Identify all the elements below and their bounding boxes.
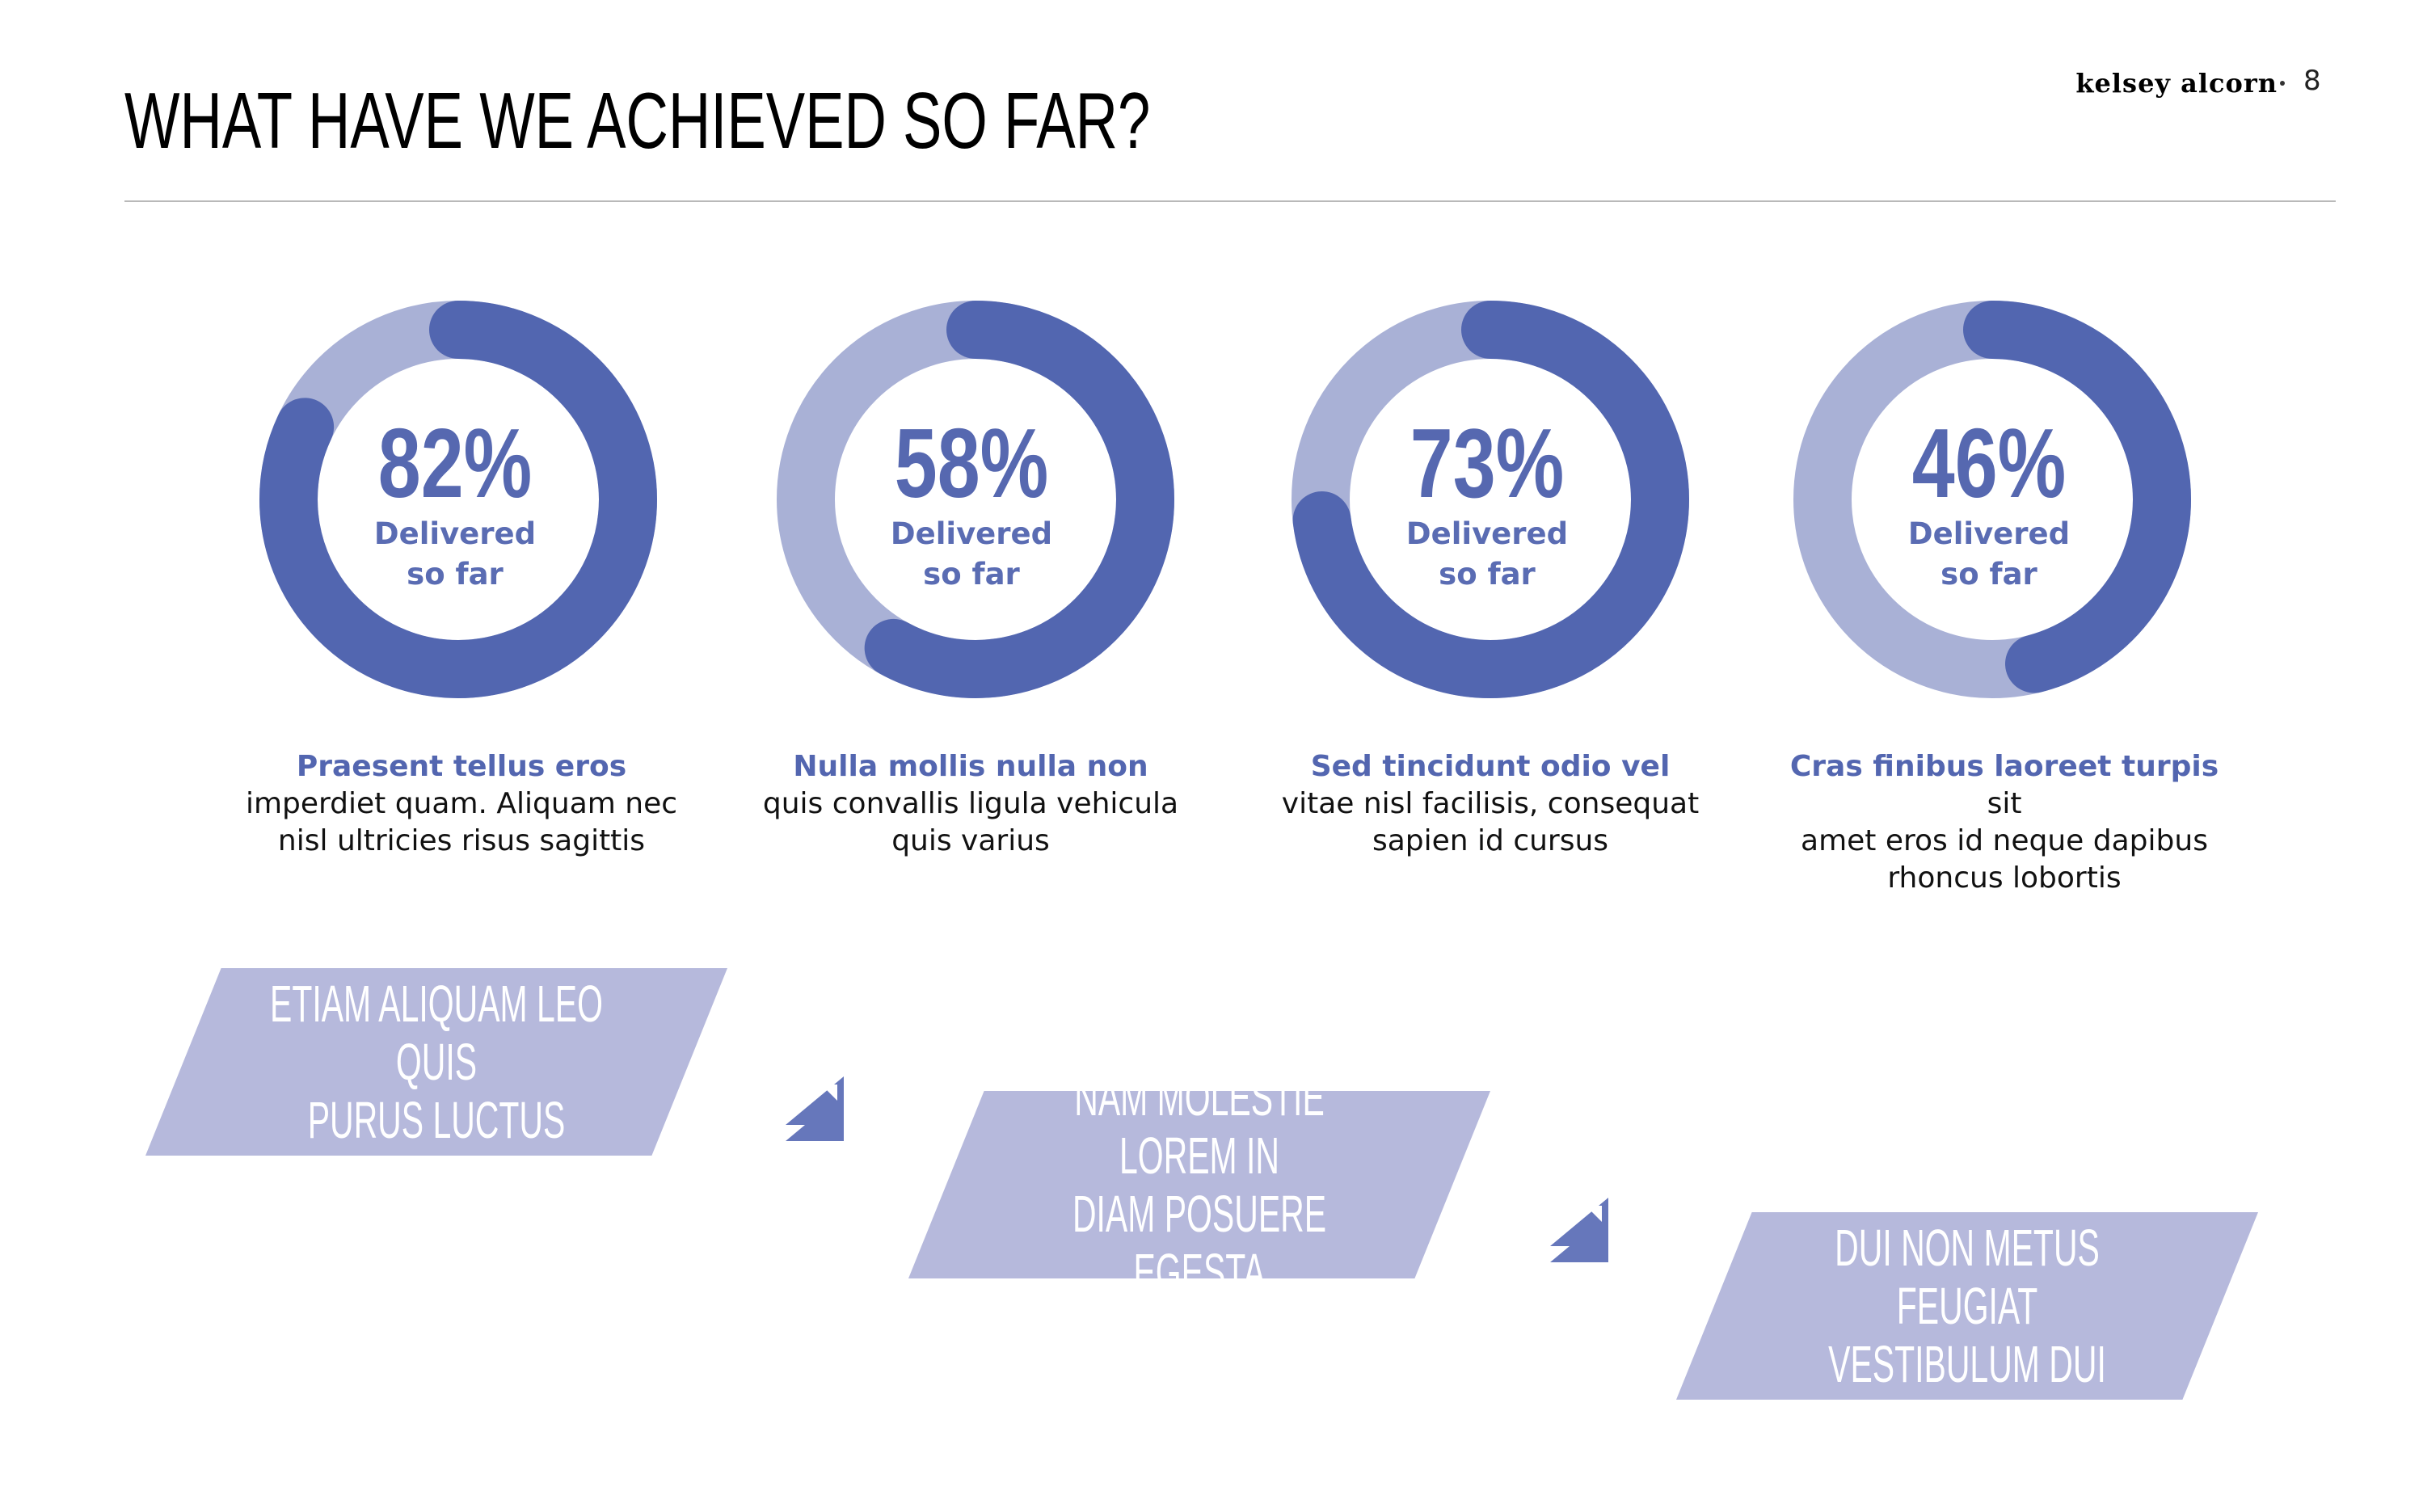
description-4-lead: Cras finibus laoreet turpis (1789, 750, 2219, 783)
description-1-lead: Praesent tellus eros (296, 750, 627, 783)
donut-2-percent: 58% (894, 408, 1049, 518)
donut-4-caption-line2: so far (1941, 557, 2037, 592)
step-banner-3-line1: DUI NON METUS FEUGIAT (1835, 1219, 2100, 1335)
donut-2-caption-line1: Delivered (890, 516, 1053, 551)
step-banner-3-text: DUI NON METUS FEUGIAT VESTIBULUM DUI (1734, 1219, 2200, 1393)
donut-1-caption-line2: so far (407, 557, 504, 592)
step-banner-2-text: NAM MOLESTIE LOREM IN DIAM POSUERE EGEST… (967, 1068, 1432, 1301)
donut-3-delivered-slice (1292, 301, 1689, 698)
description-3-line3: sapien id cursus (1372, 824, 1609, 857)
step-banner-2-line2: DIAM POSUERE EGESTA (1072, 1185, 1327, 1301)
description-1-line2: imperdiet quam. Aliquam nec (245, 787, 678, 820)
description-4: Cras finibus laoreet turpis sit amet ero… (1770, 748, 2239, 897)
description-2-line3: quis varius (891, 824, 1050, 857)
donut-1-percent: 82% (377, 408, 533, 518)
description-3-line2: vitae nisl facilisis, consequat (1281, 787, 1700, 820)
description-4-lead-tail: sit (1987, 787, 2022, 820)
donut-3-center: 73% Delivered so far (1366, 414, 1608, 593)
description-3: Sed tincidunt odio vel vitae nisl facili… (1264, 748, 1717, 860)
description-4-line3: rhoncus lobortis (1887, 861, 2122, 895)
brand-logo: kelsey alcorn (2075, 68, 2278, 99)
description-3-lead: Sed tincidunt odio vel (1310, 750, 1671, 783)
donut-4-center: 46% Delivered so far (1868, 414, 2110, 593)
description-2: Nulla mollis nulla non quis convallis li… (744, 748, 1197, 860)
donut-1-caption-line1: Delivered (373, 516, 537, 551)
donut-3-percent: 73% (1410, 408, 1565, 518)
step-banner-2: NAM MOLESTIE LOREM IN DIAM POSUERE EGEST… (908, 1091, 1490, 1278)
step-banner-1-line2: PURUS LUCTUS (307, 1091, 566, 1149)
step-banner-3-line2: VESTIBULUM DUI (1828, 1335, 2106, 1393)
step-banner-3: DUI NON METUS FEUGIAT VESTIBULUM DUI (1676, 1212, 2258, 1400)
description-1-line3: nisl ultricies risus sagittis (277, 824, 646, 857)
step-banner-1: ETIAM ALIQUAM LEO QUIS PURUS LUCTUS (145, 968, 727, 1156)
donut-3-caption-line2: so far (1439, 557, 1536, 592)
donut-2-delivered-slice (777, 301, 1174, 698)
donut-4-caption-line1: Delivered (1907, 516, 2071, 551)
description-4-first-line: Cras finibus laoreet turpis sit (1770, 748, 2239, 823)
donut-4-delivered-slice (1793, 301, 2191, 698)
description-4-line2: amet eros id neque dapibus (1801, 824, 2208, 857)
page-title: WHAT HAVE WE ACHIEVED SO FAR? (124, 76, 1151, 165)
description-2-lead: Nulla mollis nulla non (793, 750, 1148, 783)
description-2-line2: quis convallis ligula vehicula (762, 787, 1179, 820)
separator-dot (2280, 81, 2285, 86)
step-banner-1-text: ETIAM ALIQUAM LEO QUIS PURUS LUCTUS (204, 975, 669, 1149)
step-banner-1-line1: ETIAM ALIQUAM LEO QUIS (270, 975, 603, 1091)
step-banner-2-line1: NAM MOLESTIE LOREM IN (1074, 1068, 1325, 1185)
arrow-up-left-icon (786, 1076, 844, 1141)
arrow-up-left-icon (1550, 1198, 1608, 1262)
donut-1-delivered-slice (259, 301, 657, 698)
donut-1-center: 82% Delivered so far (334, 414, 576, 593)
donut-2-caption-line2: so far (923, 557, 1020, 592)
header-divider (124, 200, 2336, 202)
donut-2-center: 58% Delivered so far (850, 414, 1093, 593)
donut-3-caption-line1: Delivered (1405, 516, 1569, 551)
page-number: 8 (2303, 65, 2321, 97)
donut-4-percent: 46% (1911, 408, 2067, 518)
description-1: Praesent tellus eros imperdiet quam. Ali… (235, 748, 688, 860)
